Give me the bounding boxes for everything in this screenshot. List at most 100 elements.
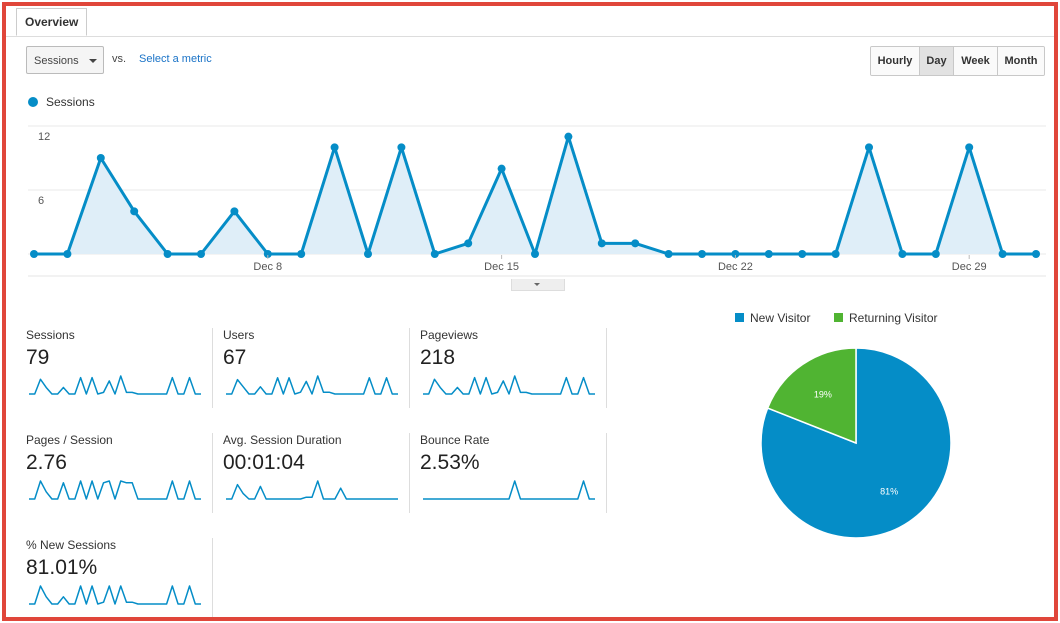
tab-overview[interactable]: Overview — [16, 8, 88, 36]
sessions-data-point[interactable] — [96, 154, 105, 162]
metric-sparkline — [29, 480, 201, 500]
week-button[interactable]: Week — [954, 47, 998, 75]
sessions-data-point[interactable] — [965, 143, 974, 152]
select-metric-link[interactable]: Select a metric — [139, 53, 212, 65]
sparkline-series — [423, 375, 595, 395]
metric-dropdown[interactable]: Sessions — [26, 46, 104, 74]
sessions-data-point[interactable] — [397, 143, 406, 152]
metric-value: 00:01:04 — [223, 451, 305, 474]
x-tick-label: Dec 29 — [952, 261, 987, 273]
sessions-data-point[interactable] — [464, 239, 473, 248]
tab-bar: Overview — [6, 6, 1054, 37]
sessions-data-point[interactable] — [230, 207, 239, 216]
sessions-data-point[interactable] — [197, 250, 205, 258]
sparkline-series — [29, 375, 201, 395]
chevron-down-icon — [89, 59, 97, 63]
sessions-data-point[interactable] — [1032, 250, 1040, 258]
sessions-data-point[interactable] — [998, 250, 1007, 258]
sessions-data-point[interactable] — [30, 250, 38, 258]
sessions-data-point[interactable] — [430, 250, 439, 258]
metric-label: Sessions — [26, 328, 75, 342]
y-tick-label: 12 — [38, 131, 50, 143]
sessions-data-point[interactable] — [631, 239, 640, 248]
sessions-data-point[interactable] — [664, 250, 673, 258]
sparkline-series — [29, 585, 201, 605]
pie-legend-returning-visitor: Returning Visitor — [834, 311, 938, 325]
sessions-data-point[interactable] — [163, 250, 172, 258]
sessions-data-point[interactable] — [898, 250, 907, 258]
sessions-legend-dot — [28, 97, 38, 107]
metric-card[interactable]: Avg. Session Duration 00:01:04 — [223, 433, 410, 513]
sessions-line-chart: 12 6 Dec 8 Dec 15 Dec 22 Dec 29 — [28, 125, 1046, 277]
metric-card[interactable]: Users 67 — [223, 328, 410, 408]
pie-legend-label: New Visitor — [750, 311, 811, 325]
sparkline-series — [423, 480, 595, 500]
pie-legend-label: Returning Visitor — [849, 311, 938, 325]
day-button[interactable]: Day — [920, 47, 954, 75]
metric-card[interactable]: % New Sessions 81.01% — [26, 538, 213, 617]
sessions-data-point[interactable] — [831, 250, 840, 258]
x-tick-label: Dec 15 — [484, 261, 519, 273]
hourly-button[interactable]: Hourly — [871, 47, 920, 75]
metric-sparkline — [226, 375, 398, 395]
metric-value: 218 — [420, 346, 456, 369]
metric-label: Pageviews — [420, 328, 479, 342]
sessions-data-point[interactable] — [597, 239, 606, 248]
month-button[interactable]: Month — [998, 47, 1044, 75]
metric-value: 79 — [26, 346, 50, 369]
pie-slice-label: 19% — [814, 389, 832, 399]
metric-label: Pages / Session — [26, 433, 113, 447]
metric-sparkline — [226, 480, 398, 500]
sessions-data-point[interactable] — [330, 143, 339, 152]
sessions-data-point[interactable] — [297, 250, 306, 258]
sessions-data-point[interactable] — [865, 143, 873, 152]
sessions-data-point[interactable] — [364, 250, 372, 258]
chart-collapse-handle[interactable] — [511, 279, 565, 291]
metric-dropdown-label: Sessions — [34, 55, 79, 67]
granularity-button-group: Hourly Day Week Month — [870, 46, 1045, 76]
metric-sparkline — [423, 375, 595, 395]
metric-label: Users — [223, 328, 255, 342]
sessions-area-fill — [34, 136, 1036, 254]
metric-card[interactable]: Pageviews 218 — [420, 328, 607, 408]
sessions-data-point[interactable] — [531, 250, 539, 258]
sessions-data-point[interactable] — [931, 250, 940, 258]
sessions-data-point[interactable] — [564, 132, 573, 141]
visitor-type-pie-chart: 81% 19% — [760, 347, 952, 539]
sessions-data-point[interactable] — [798, 250, 807, 258]
sessions-data-point[interactable] — [497, 164, 506, 173]
metric-value: 2.76 — [26, 451, 67, 474]
returning-visitor-swatch — [834, 313, 843, 322]
sparkline-series — [226, 375, 398, 395]
new-visitor-swatch — [735, 313, 744, 322]
metric-card[interactable]: Sessions 79 — [26, 328, 213, 408]
x-tick-label: Dec 8 — [253, 261, 282, 273]
metric-value: 67 — [223, 346, 247, 369]
metric-value: 81.01% — [26, 556, 98, 579]
vs-label: vs. — [112, 53, 127, 65]
sessions-data-point[interactable] — [263, 250, 272, 258]
metric-sparkline — [29, 585, 201, 605]
chart-legend: Sessions — [28, 95, 95, 109]
sessions-legend-label: Sessions — [46, 95, 95, 109]
y-tick-label: 6 — [38, 195, 44, 207]
metric-card[interactable]: Bounce Rate 2.53% — [420, 433, 607, 513]
sessions-data-point[interactable] — [130, 207, 139, 216]
metric-card[interactable]: Pages / Session 2.76 — [26, 433, 213, 513]
pie-slice[interactable] — [766, 347, 857, 445]
x-tick-label: Dec 22 — [718, 261, 753, 273]
metric-label: % New Sessions — [26, 538, 117, 552]
metric-label: Bounce Rate — [420, 433, 490, 447]
sessions-data-point[interactable] — [698, 250, 706, 258]
metric-sparkline — [29, 375, 201, 395]
chevron-down-icon — [534, 283, 540, 286]
sparkline-series — [226, 480, 398, 500]
metric-label: Avg. Session Duration — [223, 433, 342, 447]
sessions-data-point[interactable] — [764, 250, 773, 258]
sessions-data-point[interactable] — [731, 250, 740, 258]
metric-value: 2.53% — [420, 451, 480, 474]
metric-sparkline — [423, 480, 595, 500]
pie-legend-new-visitor: New Visitor — [735, 311, 810, 325]
sessions-data-point[interactable] — [63, 250, 72, 258]
